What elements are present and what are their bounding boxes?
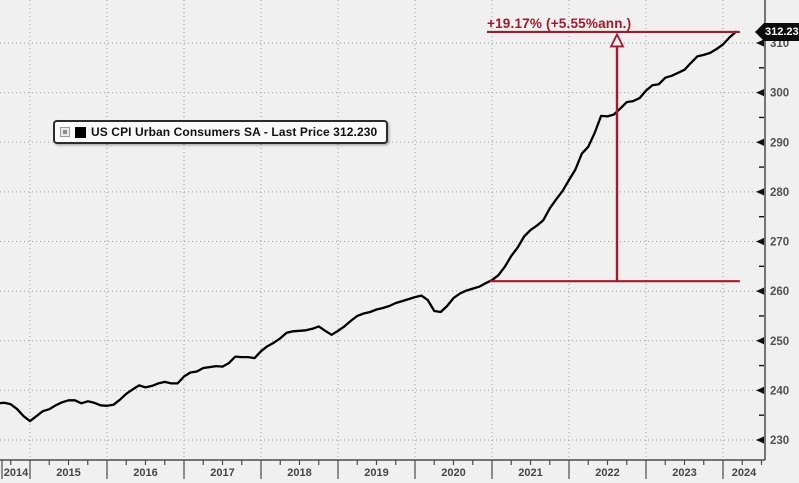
x-axis-year-label: 2019	[364, 467, 388, 479]
y-axis-tick-label: 230	[770, 435, 789, 447]
y-axis-major-tick	[756, 138, 764, 146]
x-axis-year-label: 2016	[133, 467, 157, 479]
x-axis-year-label: 2020	[441, 467, 465, 479]
legend-grip-icon[interactable]	[60, 127, 70, 137]
x-axis-year-label: 2022	[595, 467, 619, 479]
annotation-label: +19.17% (+5.55%ann.)	[487, 16, 632, 31]
y-axis-tick-label: 270	[770, 237, 789, 249]
y-axis-tick-label: 250	[770, 336, 789, 348]
x-axis-year-label: 2017	[210, 467, 234, 479]
legend-box[interactable]: US CPI Urban Consumers SA - Last Price 3…	[53, 120, 389, 144]
cpi-series-line	[0, 30, 737, 423]
y-axis-tick-label: 240	[770, 385, 789, 397]
x-axis-year-label: 2014	[4, 467, 29, 479]
y-axis-major-tick	[756, 39, 764, 47]
legend-label: US CPI Urban Consumers SA - Last Price 3…	[91, 125, 378, 139]
y-axis-tick-label: 300	[770, 88, 789, 100]
x-axis-year-label: 2024	[732, 467, 757, 479]
series-color-swatch	[75, 126, 86, 138]
y-axis-major-tick	[756, 188, 764, 196]
x-axis-year-label: 2021	[518, 467, 542, 479]
y-axis-tick-label: 280	[770, 187, 789, 199]
y-axis-tick-label: 310	[770, 38, 789, 50]
y-axis-major-tick	[756, 386, 764, 394]
y-axis-major-tick	[756, 436, 764, 444]
legend-grip-dot	[63, 130, 67, 134]
x-axis-year-label: 2018	[287, 467, 311, 479]
last-price-badge: 312.230	[755, 23, 799, 41]
y-axis-major-tick	[756, 89, 764, 97]
y-axis-major-tick	[756, 237, 764, 246]
y-axis-tick-label: 260	[770, 286, 789, 298]
y-axis-tick-label: 290	[770, 137, 789, 149]
x-axis-year-label: 2023	[672, 467, 696, 479]
y-axis-major-tick	[756, 287, 764, 295]
annotation-arrowhead	[609, 32, 625, 48]
x-axis-year-label: 2015	[56, 467, 80, 479]
y-axis-major-tick	[756, 337, 764, 345]
